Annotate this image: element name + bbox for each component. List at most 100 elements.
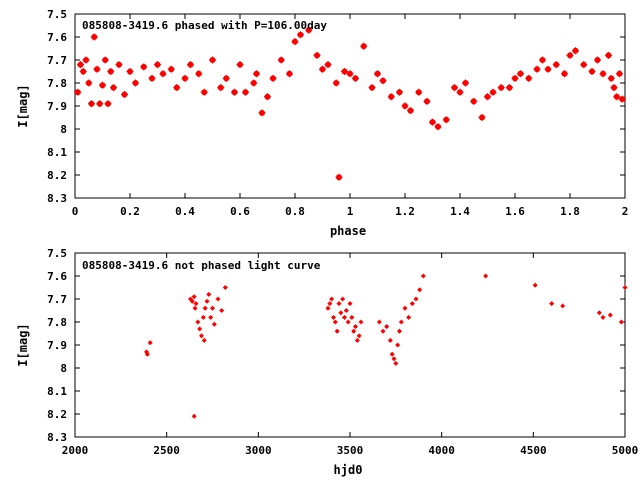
unphased-y-axis-label: I[mag] [16,323,30,366]
unphased-data-point [347,301,353,306]
unphased-data-point [351,328,356,334]
unphased-data-point [212,322,217,327]
phased-y-tick-label: 8 [60,123,67,136]
phased-x-ticks: 0 0.2 0.4 0.6 0.8 1 1.2 1.4 1.6 1.8 2 [72,14,628,218]
unphased-data-point [532,282,538,288]
phased-data-point [352,74,359,82]
unphased-points [144,273,628,419]
phased-panel: 0 0.2 0.4 0.6 0.8 1 1.2 1.4 1.6 1.8 2 7.5 7.6 7.7 7.8… [16,8,628,238]
phased-data-point [588,68,596,75]
unphased-data-point [410,301,415,306]
phased-data-point [517,70,524,78]
phased-data-point [195,70,203,78]
phased-data-point [423,97,431,105]
unphased-data-point [380,328,386,334]
phased-data-point [286,70,293,78]
unphased-data-point [344,308,349,313]
phased-plot-frame [74,13,626,199]
unphased-data-point [201,315,206,320]
phased-data-point [140,63,148,71]
phased-data-point [335,173,343,181]
phased-data-point [101,56,109,64]
phased-y-tick-label: 7.9 [47,100,67,113]
unphased-data-point [223,285,228,290]
unphased-data-point [204,299,210,304]
phased-data-point [159,70,167,78]
phased-data-point [85,79,93,87]
phased-data-point [511,74,519,82]
phased-data-point [121,91,128,98]
unphased-y-tick-label: 8.1 [47,385,67,398]
phased-data-point [209,56,216,64]
phased-data-point [374,70,381,78]
unphased-data-point [619,319,624,325]
unphased-x-axis-label: hjd0 [334,463,363,477]
phased-x-tick-label: 1.4 [450,205,470,218]
phased-data-point [484,93,491,101]
phased-data-point [231,88,238,96]
unphased-data-point [340,296,345,302]
unphased-data-point [353,324,358,329]
phased-y-ticks: 7.5 7.6 7.7 7.8 7.9 8 8.1 8.2 8.3 [47,8,625,205]
phased-data-point [104,100,112,108]
unphased-data-point [393,361,399,366]
unphased-data-point [191,294,197,299]
phased-data-point [181,74,189,82]
unphased-data-point [483,273,488,279]
unphased-data-point [210,305,215,311]
phased-data-point [387,93,395,101]
unphased-data-point [334,328,340,334]
phased-data-point [566,51,574,59]
phased-data-point [269,74,277,82]
phased-data-point [74,88,82,96]
phased-data-point [544,65,552,73]
phased-x-tick-label: 1.8 [560,205,580,218]
phased-data-point [379,77,387,85]
unphased-data-point [338,310,344,316]
unphased-panel: 2000 2500 3000 3500 4000 4500 5000 7.57.67.77.… [16,247,638,477]
phased-data-point [148,74,156,82]
unphased-data-point [421,273,426,279]
phased-data-point [250,79,258,87]
unphased-data-point [597,310,602,316]
unphased-y-tick-label: 7.6 [47,270,67,283]
unphased-data-point [145,351,150,357]
unphased-data-point [356,333,362,339]
unphased-y-tick-label: 7.5 [47,247,67,260]
phased-x-tick-label: 0.4 [175,205,195,218]
unphased-data-point [199,333,204,339]
phased-data-point [462,79,469,87]
phased-data-point [277,56,285,64]
phased-data-point [173,84,181,92]
unphased-data-point [417,287,422,293]
phased-data-point [200,88,208,96]
unphased-x-tick-label: 3500 [337,444,364,457]
unphased-data-point [413,296,419,302]
unphased-y-tick-label: 7.7 [47,293,67,306]
phased-data-point [154,61,161,69]
unphased-data-point [208,315,213,320]
phased-data-point [478,114,486,121]
phased-x-tick-label: 1.2 [395,205,415,218]
phased-data-point [107,68,115,75]
unphased-data-point [391,356,397,362]
phased-data-point [470,97,478,105]
phased-x-tick-label: 0.6 [230,205,250,218]
phased-data-point [236,61,244,69]
phased-data-point [115,61,123,69]
unphased-x-tick-label: 4000 [428,444,455,457]
phased-data-point [242,88,249,96]
unphased-data-point [399,319,404,325]
phased-data-point [313,51,321,59]
phased-data-point [110,84,117,92]
phased-data-point [552,61,560,69]
phased-data-point [90,33,98,41]
phased-points [74,26,626,181]
unphased-data-point [215,296,221,302]
phased-data-point [222,74,230,82]
unphased-data-point [195,319,201,325]
phased-data-point [396,88,403,96]
unphased-data-point [331,315,336,320]
unphased-data-point [377,319,382,325]
unphased-data-point [333,319,338,325]
